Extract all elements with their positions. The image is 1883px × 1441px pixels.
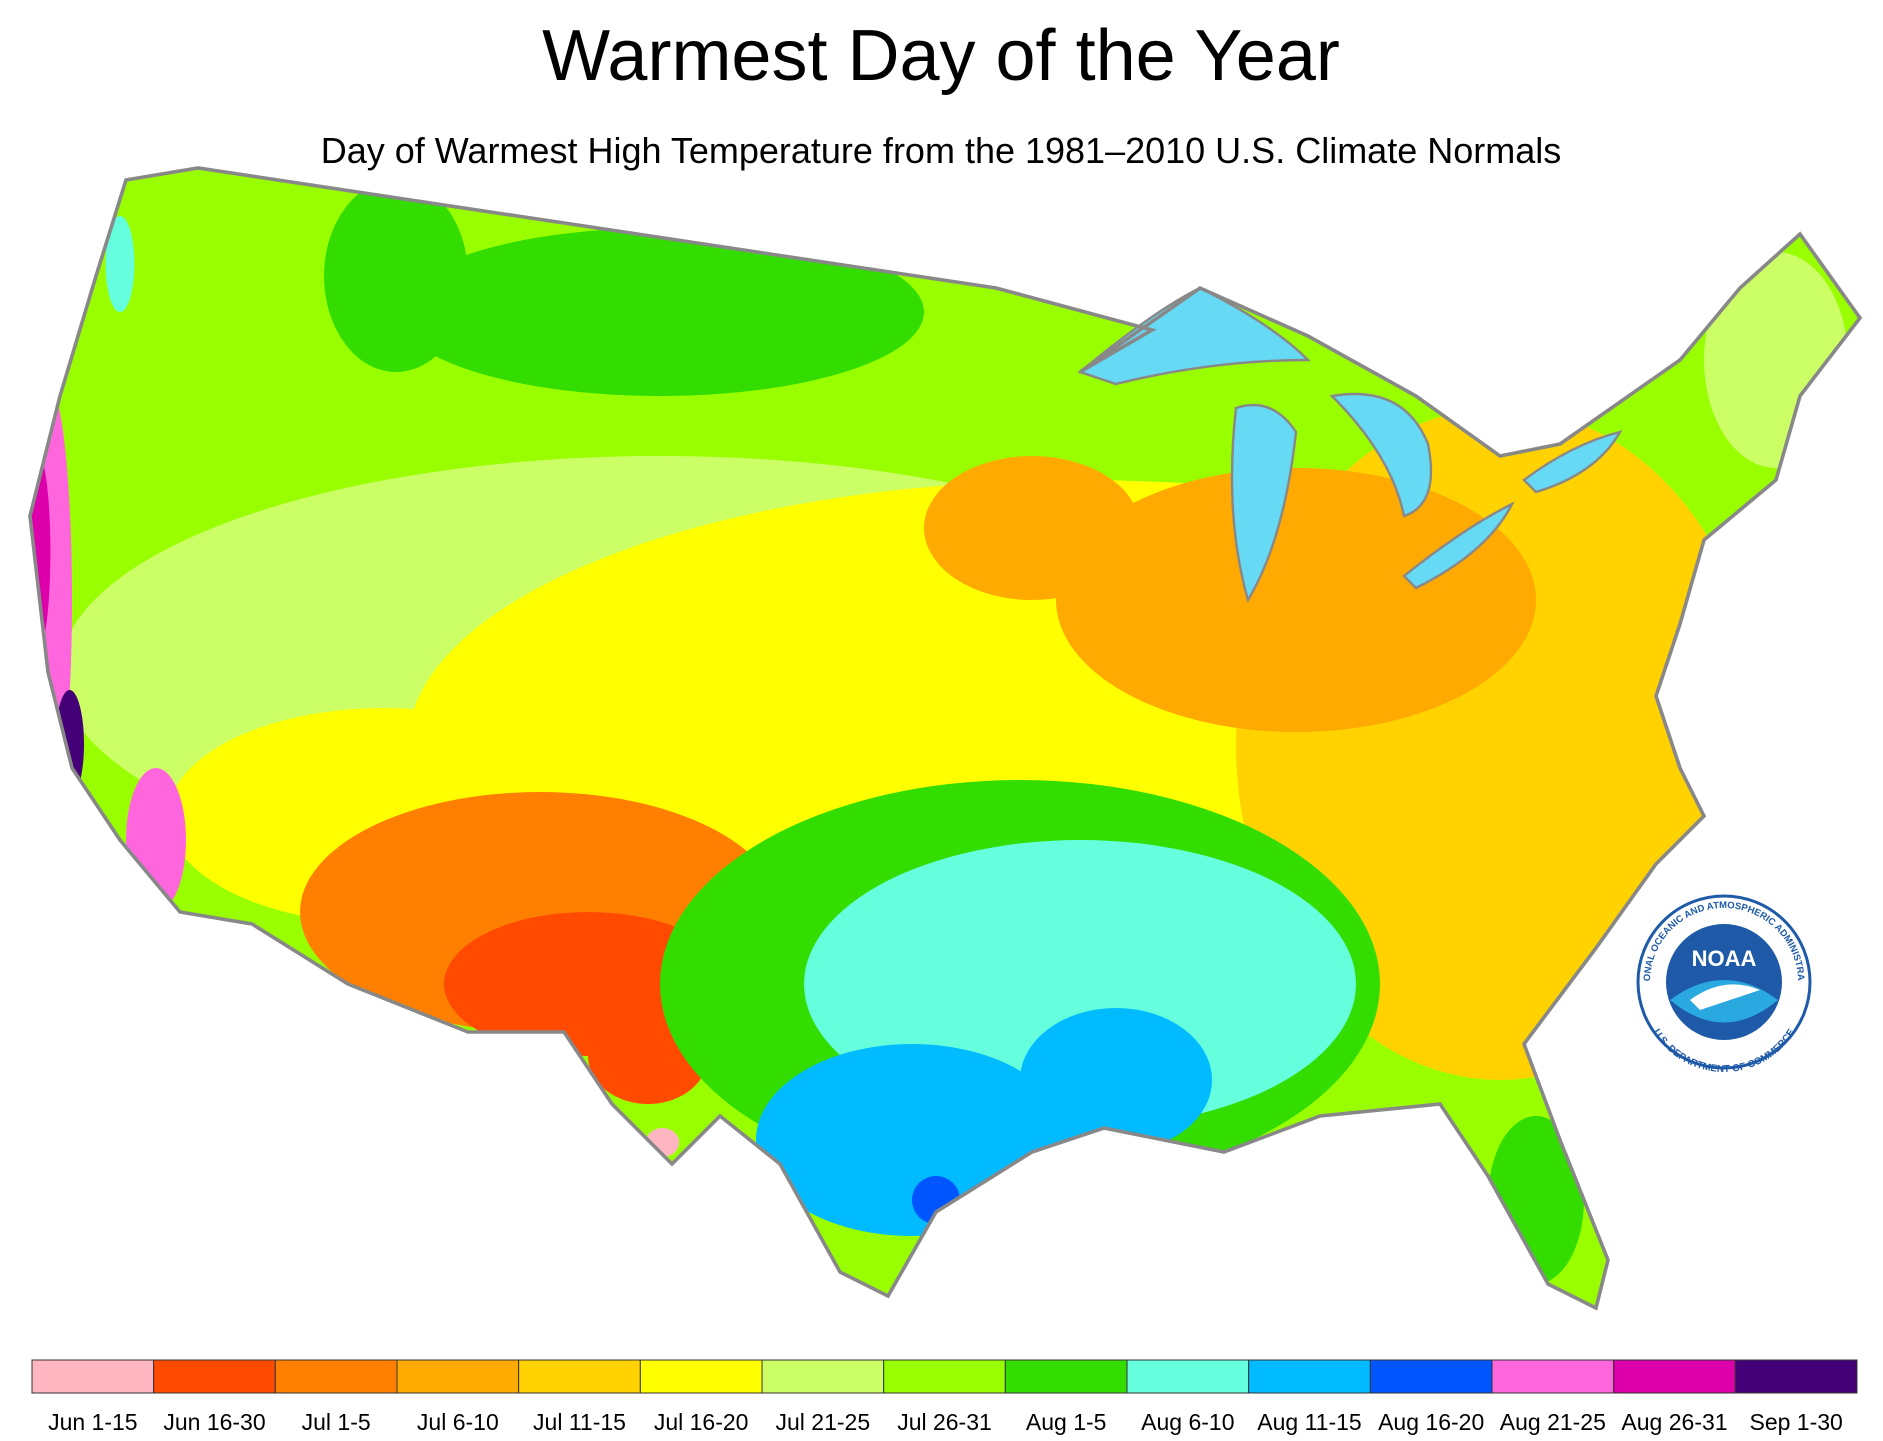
legend-label: Jul 21-25	[776, 1409, 871, 1435]
legend-label: Jun 16-30	[163, 1409, 265, 1435]
lake-erie	[1402, 501, 1515, 590]
lake-michigan	[1230, 403, 1298, 603]
legend-swatch	[883, 1359, 1006, 1394]
legend-swatch	[1613, 1359, 1736, 1394]
legend-label: Aug 11-15	[1257, 1409, 1361, 1435]
legend-swatch	[153, 1359, 276, 1394]
legend-label: Sep 1-30	[1749, 1409, 1842, 1435]
legend-label: Aug 21-25	[1500, 1409, 1606, 1435]
legend-label: Jun 1-15	[48, 1409, 138, 1435]
legend-label: Aug 16-20	[1378, 1409, 1484, 1435]
climate-region	[1056, 468, 1536, 732]
legend-swatch	[396, 1359, 520, 1394]
climate-region	[1020, 1008, 1212, 1152]
legend-swatch	[761, 1359, 885, 1394]
legend-label: Jul 6-10	[417, 1409, 499, 1435]
legend: Jun 1-15 Jun 16-30 Jul 1-5 Jul 6-10 Jul 11-1…	[31, 1359, 1858, 1435]
legend-label: Jul 1-5	[302, 1409, 371, 1435]
great-lakes	[1077, 286, 1623, 603]
lake-ontario	[1522, 430, 1623, 494]
lake-superior	[1077, 286, 1311, 386]
climate-regions	[30, 168, 1861, 1309]
legend-label: Aug 6-10	[1141, 1409, 1234, 1435]
legend-swatch	[1248, 1359, 1371, 1394]
legend-swatch	[31, 1359, 155, 1394]
climate-region	[126, 768, 186, 913]
legend-label: Aug 1-5	[1026, 1409, 1107, 1435]
logo-name: NOAA	[1692, 946, 1757, 971]
climate-region	[105, 216, 135, 312]
legend-label: Aug 26-31	[1621, 1409, 1727, 1435]
legend-label: Jul 11-15	[533, 1409, 626, 1435]
climate-region	[324, 180, 469, 372]
climate-region	[396, 228, 925, 397]
lake-huron	[1329, 392, 1433, 518]
climate-region	[924, 456, 1140, 600]
legend-label: Jul 26-31	[897, 1409, 992, 1435]
legend-swatch	[639, 1359, 763, 1394]
legend-swatch	[274, 1359, 398, 1394]
legend-swatch	[1126, 1359, 1250, 1394]
legend-swatch	[1004, 1359, 1128, 1394]
map-subtitle: Day of Warmest High Temperature from the…	[321, 130, 1562, 171]
legend-swatch	[1369, 1359, 1493, 1394]
legend-swatch	[518, 1359, 641, 1394]
legend-label: Jul 16-20	[654, 1409, 749, 1435]
logo-bird	[1690, 984, 1760, 1010]
legend-swatch	[1491, 1359, 1615, 1394]
map-title: Warmest Day of the Year	[542, 16, 1340, 96]
us-map	[28, 166, 1862, 1310]
legend-swatch	[1734, 1359, 1858, 1394]
